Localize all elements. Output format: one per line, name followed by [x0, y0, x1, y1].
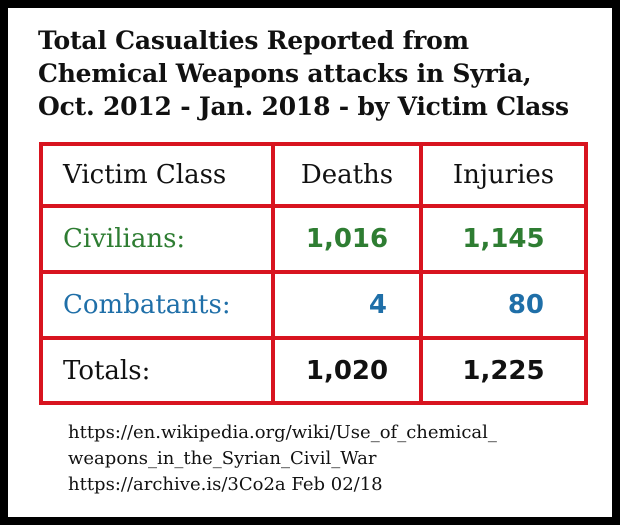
- row-totals-deaths: 1,020: [275, 340, 423, 401]
- row-civilians-injuries: 1,145: [423, 208, 584, 274]
- row-combatants-label: Combatants:: [43, 274, 275, 340]
- source-citation: https://en.wikipedia.org/wiki/Use_of_che…: [68, 420, 588, 498]
- page-title: Total Casualties Reported from Chemical …: [38, 24, 598, 123]
- casualties-card: Total Casualties Reported from Chemical …: [8, 8, 612, 517]
- source-line-1: https://en.wikipedia.org/wiki/Use_of_che…: [68, 422, 497, 443]
- header-victim-class: Victim Class: [43, 146, 275, 208]
- casualties-table: Victim Class Deaths Injuries Civilians: …: [39, 142, 588, 405]
- header-deaths: Deaths: [275, 146, 423, 208]
- row-civilians-deaths: 1,016: [275, 208, 423, 274]
- row-totals-injuries: 1,225: [462, 355, 545, 386]
- source-line-2: weapons_in_the_Syrian_Civil_War: [68, 448, 377, 469]
- row-totals-label: Totals:: [43, 340, 275, 401]
- title-line-2: Chemical Weapons attacks in Syria,: [38, 59, 532, 88]
- title-line-3: Oct. 2012 - Jan. 2018 - by Victim Class: [38, 92, 569, 121]
- row-civilians-label: Civilians:: [43, 208, 275, 274]
- header-injuries: Injuries: [423, 146, 584, 208]
- row-combatants-injuries: 80: [423, 274, 584, 340]
- row-combatants-deaths: 4: [275, 274, 423, 340]
- source-line-3: https://archive.is/3Co2a Feb 02/18: [68, 474, 383, 495]
- title-line-1: Total Casualties Reported from: [38, 26, 469, 55]
